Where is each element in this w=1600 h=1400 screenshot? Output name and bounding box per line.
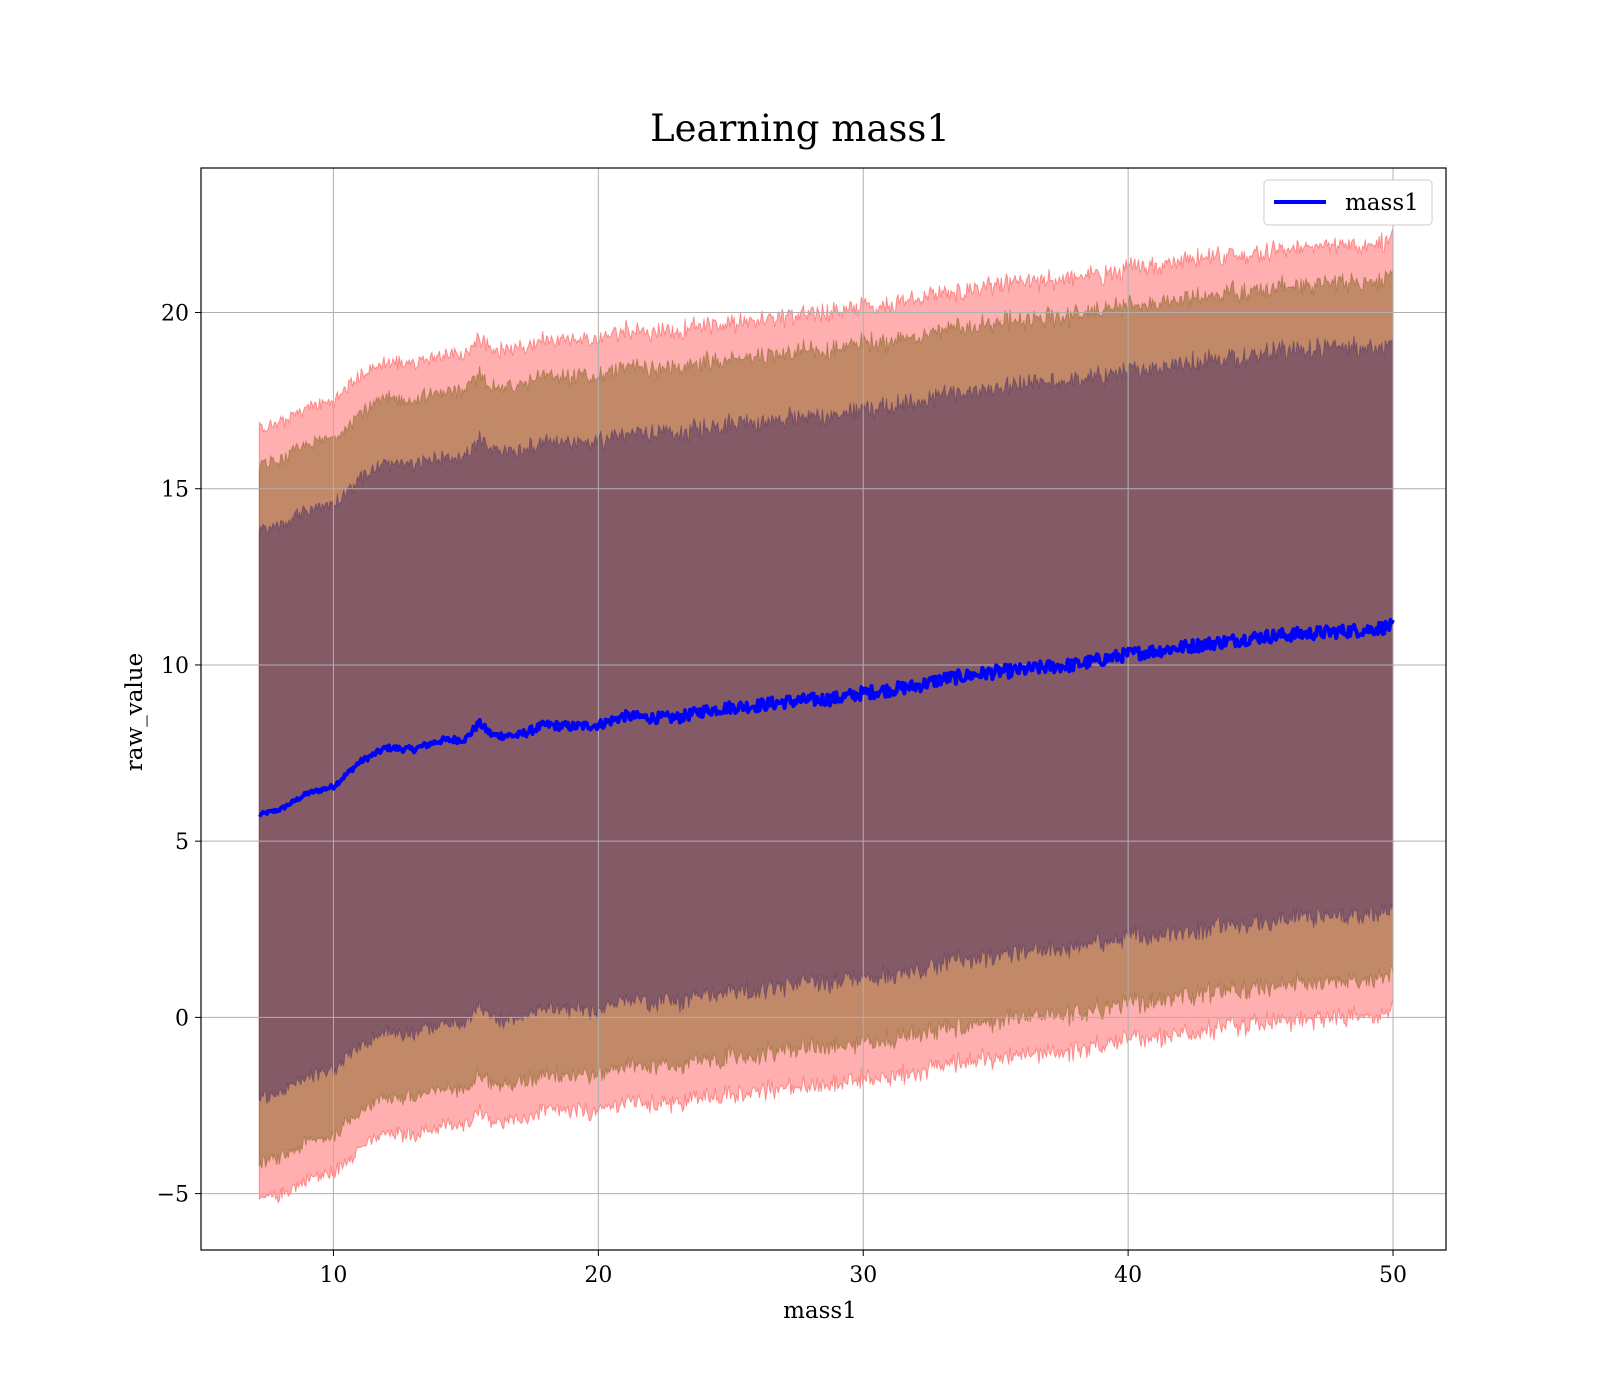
y-tick-label: 5 <box>175 830 189 855</box>
x-tick-label: 40 <box>1114 1263 1142 1288</box>
y-tick-label: −5 <box>157 1183 189 1208</box>
grid-lines <box>201 168 1446 1250</box>
y-tick-label: 10 <box>161 654 189 679</box>
y-tick-label: 20 <box>161 302 189 327</box>
legend-label-mass1: mass1 <box>1345 190 1419 216</box>
confidence-bands <box>258 228 1394 1204</box>
x-tick-label: 10 <box>319 1263 347 1288</box>
x-tick-label: 50 <box>1379 1263 1407 1288</box>
y-tick-label: 0 <box>175 1006 189 1031</box>
legend-box <box>1263 179 1433 226</box>
x-tick-label: 30 <box>849 1263 877 1288</box>
y-axis-ticks: −5 0 5 10 15 20 <box>157 302 201 1208</box>
y-tick-label: 15 <box>161 478 189 503</box>
x-axis-label: mass1 <box>783 1298 857 1324</box>
y-axis-label: raw_value <box>122 653 148 771</box>
series-line-layer <box>258 617 1395 818</box>
x-tick-label: 20 <box>584 1263 612 1288</box>
x-axis-ticks: 10 20 30 40 50 <box>319 1250 1407 1288</box>
chart-title: Learning mass1 <box>650 107 950 150</box>
legend: mass1 <box>1263 179 1433 226</box>
plot-frame <box>200 167 1447 1251</box>
series-line-mass1 <box>258 617 1395 818</box>
